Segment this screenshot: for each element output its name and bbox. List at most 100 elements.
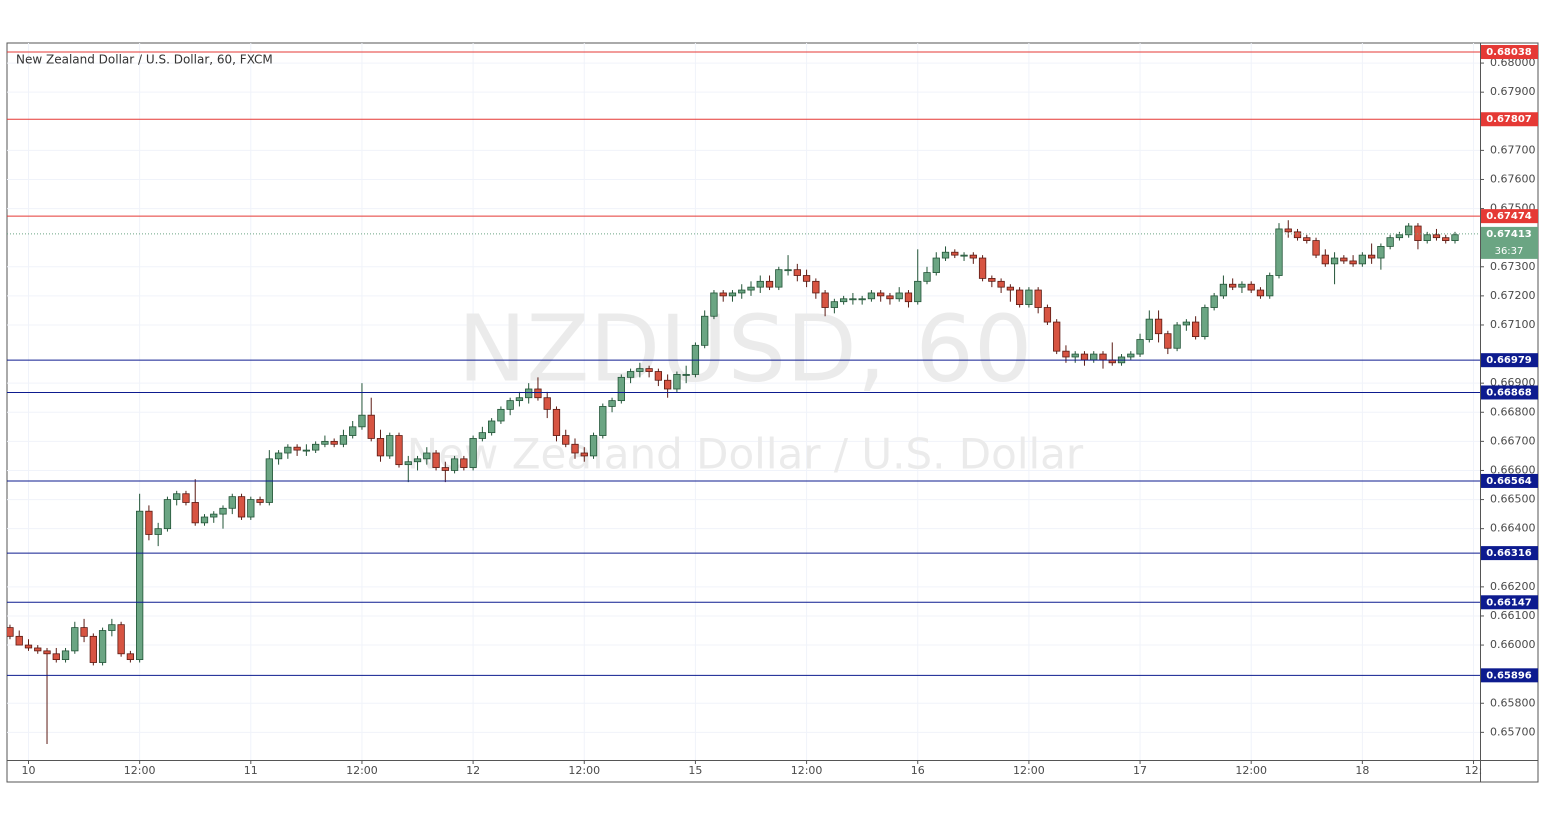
candle-body <box>432 452 440 468</box>
watermark: NZDUSD, 60 <box>458 295 1033 402</box>
x-tick-label: 16 <box>911 764 925 777</box>
candle-body <box>7 627 14 637</box>
candle-body <box>1229 283 1237 288</box>
candle-body <box>1071 353 1079 358</box>
level-label-box <box>1481 209 1538 224</box>
candle-body <box>580 452 588 457</box>
candle-body <box>608 400 616 407</box>
level-label-box <box>1481 45 1538 60</box>
candle-body <box>802 275 811 282</box>
candle-body <box>80 627 88 637</box>
candle-body <box>1256 289 1265 297</box>
candle-body <box>728 292 737 297</box>
candle-body <box>1367 254 1376 259</box>
y-tick-label: 0.67600 <box>1490 172 1536 185</box>
candle-body <box>145 510 153 535</box>
candle-body <box>969 254 977 259</box>
y-tick-label: 0.67700 <box>1490 143 1536 156</box>
level-label: 0.67474 <box>1486 211 1532 222</box>
candle-body <box>1284 228 1292 233</box>
candle-body <box>256 499 264 503</box>
candle-body <box>1025 289 1033 306</box>
candle-body <box>571 443 579 454</box>
candle-body <box>506 400 514 410</box>
x-tick-label: 12:00 <box>568 764 600 777</box>
y-tick-label: 0.66200 <box>1490 580 1536 593</box>
candle-body <box>321 440 329 445</box>
candle-body <box>154 528 162 535</box>
candle-body <box>932 257 940 273</box>
candle-body <box>1266 275 1274 297</box>
level-label-box <box>1481 668 1538 683</box>
y-tick-label: 0.66600 <box>1490 463 1536 476</box>
candle-body <box>1145 318 1153 340</box>
candle-body <box>867 292 876 300</box>
y-tick-label: 0.66700 <box>1490 434 1536 447</box>
candle-body <box>61 650 70 661</box>
candle-body <box>1293 231 1302 239</box>
candle-body <box>1349 260 1357 265</box>
candle-body <box>1173 324 1181 349</box>
candle-body <box>43 650 51 655</box>
candle-body <box>497 408 505 422</box>
candle-body <box>1090 353 1098 361</box>
level-label: 0.66564 <box>1486 476 1532 487</box>
candle-body <box>960 254 968 257</box>
candle-body <box>1386 237 1394 247</box>
level-label: 0.66147 <box>1486 597 1532 608</box>
candle-body <box>1043 307 1052 323</box>
level-label: 0.65896 <box>1486 670 1532 681</box>
x-tick-label: 10 <box>21 764 35 777</box>
candle-body <box>765 280 774 288</box>
candle-body <box>376 438 385 457</box>
candle-body <box>469 438 477 468</box>
candle-body <box>1182 321 1191 326</box>
candle-body <box>302 449 311 452</box>
level-label: 0.67807 <box>1486 114 1532 125</box>
candle-body <box>274 452 283 460</box>
candle-body <box>1210 295 1218 308</box>
candle-body <box>988 278 996 282</box>
candle-body <box>682 374 690 376</box>
y-tick-label: 0.66500 <box>1490 493 1536 506</box>
x-tick-label: 12:00 <box>791 764 823 777</box>
candle-body <box>1080 353 1089 361</box>
candle-body <box>515 397 524 402</box>
candle-body <box>1275 228 1283 276</box>
candle-body <box>747 286 755 291</box>
level-label: 0.66979 <box>1486 355 1532 366</box>
level-label: 0.68038 <box>1486 47 1532 58</box>
y-tick-label: 0.66100 <box>1490 609 1536 622</box>
candle-body <box>1414 225 1422 241</box>
candle-body <box>978 257 987 279</box>
candle-body <box>914 280 922 303</box>
last-price-box <box>1481 226 1538 259</box>
level-label-box <box>1481 473 1538 488</box>
candle-body <box>1358 254 1367 265</box>
candle-body <box>24 644 33 649</box>
candle-body <box>404 461 412 466</box>
candle-body <box>951 251 959 256</box>
level-label-box <box>1481 112 1538 127</box>
candle-body <box>1330 257 1339 265</box>
x-tick-label: 12:00 <box>346 764 378 777</box>
candle-body <box>339 435 348 445</box>
candle-body <box>552 408 561 436</box>
candle-body <box>293 446 301 451</box>
candle-body <box>478 432 487 439</box>
candle-body <box>330 440 338 445</box>
y-tick-label: 0.68000 <box>1490 56 1536 69</box>
candle-body <box>34 647 42 652</box>
chart-title: New Zealand Dollar / U.S. Dollar, 60, FX… <box>16 53 273 67</box>
x-tick-label: 15 <box>688 764 702 777</box>
candle-body <box>200 516 209 524</box>
candle-body <box>830 301 839 308</box>
last-price-label: 0.67413 <box>1486 229 1532 240</box>
candle-body <box>284 446 292 454</box>
candle-body <box>1062 350 1070 358</box>
candle-body <box>599 406 607 436</box>
level-label: 0.66316 <box>1486 548 1532 559</box>
candle-body <box>487 420 496 434</box>
